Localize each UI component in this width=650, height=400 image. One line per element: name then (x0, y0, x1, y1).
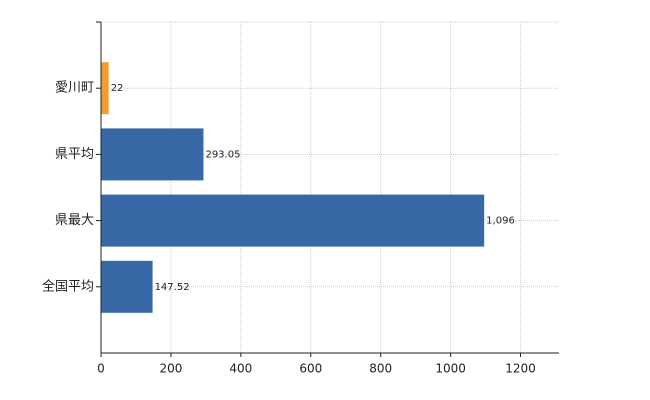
x-tick-label: 200 (159, 362, 182, 376)
y-tick-label: 県平均 (55, 147, 94, 162)
value-label: 22 (111, 83, 124, 94)
x-tick-label: 1000 (435, 362, 466, 376)
x-tick-label: 1200 (505, 362, 536, 376)
x-tick-label: 600 (299, 362, 322, 376)
bar (101, 260, 153, 313)
bar (101, 194, 485, 247)
value-label: 293.05 (205, 149, 240, 160)
bar (101, 62, 109, 115)
value-label: 1,096 (486, 216, 515, 227)
x-tick-label: 400 (229, 362, 252, 376)
bar (101, 128, 204, 181)
y-tick-label: 愛川町 (55, 81, 94, 96)
value-label: 147.52 (155, 282, 190, 293)
y-tick-label: 県最大 (55, 213, 94, 228)
x-tick-label: 0 (97, 362, 105, 376)
y-tick-label: 全国平均 (42, 278, 94, 294)
x-tick-label: 800 (369, 362, 392, 376)
